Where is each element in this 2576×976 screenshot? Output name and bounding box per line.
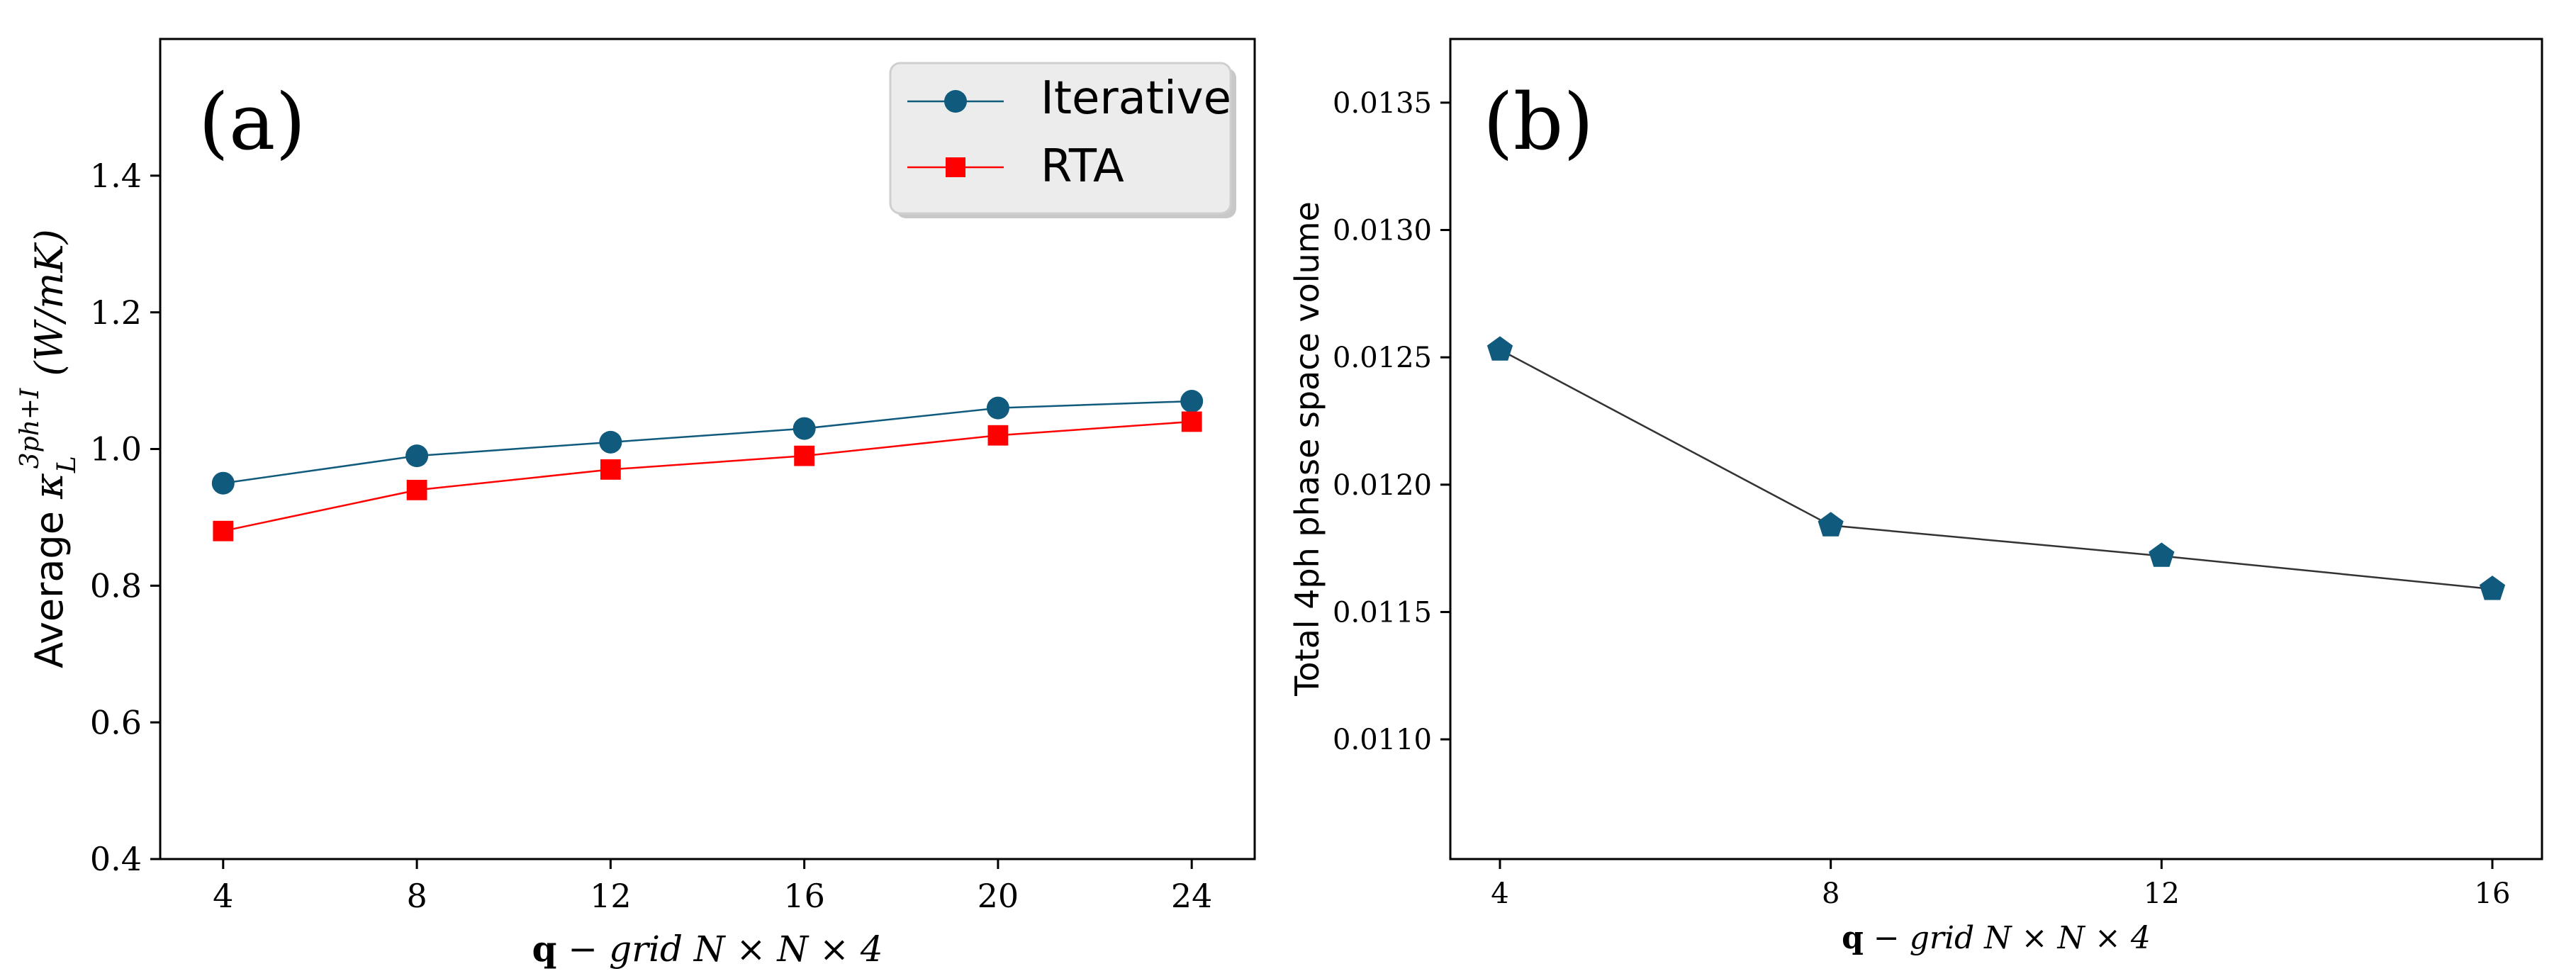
legend-marker-rta [946,157,965,177]
y-axis-label-b: Total 4ph phase space volume [1288,201,1326,697]
data-point-b-0-0 [1486,336,1513,361]
data-point-a-0-5 [1180,390,1204,413]
x-axis-label-b: q − grid N × N × 4 [1842,920,2151,956]
data-point-a-0-1 [405,444,429,468]
legend-label-rta: RTA [1041,140,1124,193]
x-tick-label-a-2: 12 [590,877,632,915]
data-point-b-0-2 [2149,542,2175,567]
data-point-a-1-5 [1181,411,1202,432]
data-point-a-1-2 [600,459,621,480]
y-tick-label-b-2: 0.0120 [1333,469,1432,502]
y-axis-label-a: Average κL3ph+I (W/mK) [16,229,82,668]
chart-a: 4 8 12 16 20 24 0.4 0.6 0.8 1.0 1.2 1.4 (a) Iterati… [16,38,1256,970]
panel-label-a: (a) [198,77,306,167]
x-tick-label-b-3: 16 [2475,877,2511,910]
x-tick-label-a-0: 4 [213,877,233,915]
legend-a: Iterative RTA [889,62,1236,218]
data-point-a-0-2 [599,430,622,454]
y-tick-label-a-1: 0.6 [90,703,142,741]
data-point-a-1-4 [987,425,1009,446]
chart-b: 4 8 12 16 0.0110 0.0115 0.0120 0.0125 0.0130 0.01… [1288,38,2543,956]
y-tick-label-b-5: 0.0135 [1333,87,1432,120]
x-tick-label-a-3: 16 [783,877,825,915]
data-point-a-0-3 [793,417,816,440]
panel-label-b: (b) [1483,77,1594,167]
x-axis-label-a: q − grid N × N × 4 [532,928,883,970]
data-point-a-0-4 [986,396,1009,420]
data-point-a-1-1 [406,479,427,500]
y-tick-label-a-0: 0.4 [90,840,142,878]
x-tick-label-b-1: 8 [1822,877,1839,910]
x-tick-label-b-2: 12 [2144,877,2180,910]
data-point-b-0-1 [1818,512,1844,537]
series-line-a-1 [223,420,1192,532]
x-tick-label-a-5: 24 [1171,877,1213,915]
y-tick-label-b-0: 0.0110 [1333,724,1432,756]
series-line-b-0 [1499,349,2493,590]
data-point-a-0-0 [211,471,235,495]
x-tick-label-b-0: 4 [1491,877,1508,910]
y-tick-label-b-4: 0.0130 [1333,214,1432,247]
series-line-a-0 [223,400,1192,484]
data-point-b-0-3 [2479,576,2506,600]
data-point-a-1-3 [794,445,815,466]
legend-label-iterative: Iterative [1041,72,1231,125]
y-tick-label-a-3: 1.0 [90,430,142,469]
x-tick-label-a-4: 20 [978,877,1019,915]
axes-frame-b [1449,38,2543,860]
y-tick-label-a-2: 0.8 [90,566,142,605]
y-tick-label-a-4: 1.2 [90,293,142,332]
y-tick-label-b-1: 0.0115 [1333,596,1432,629]
data-point-a-1-0 [213,520,234,542]
y-tick-label-b-3: 0.0125 [1333,342,1432,374]
y-tick-label-a-5: 1.4 [90,157,142,195]
legend-marker-iterative [944,90,967,113]
x-tick-label-a-1: 8 [406,877,427,915]
